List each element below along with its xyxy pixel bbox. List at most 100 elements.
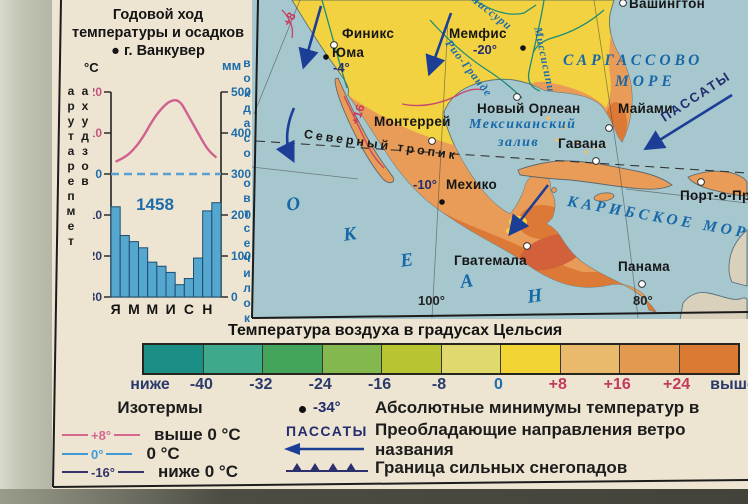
climatogram-title: Годовой ход температуры и осадков ● г. В… bbox=[66, 6, 250, 60]
scale-label: +16 bbox=[603, 376, 631, 393]
city-marker-circle bbox=[330, 41, 338, 49]
scale-title: Температура воздуха в градусах Цельсия bbox=[228, 322, 563, 339]
temp-tick: -10 bbox=[93, 208, 102, 222]
temp-axis-unit: °C bbox=[84, 60, 99, 75]
temperature-curve bbox=[115, 98, 218, 163]
isotherm-legend-row: +8° выше 0 °C bbox=[62, 425, 362, 444]
month-letter: Я bbox=[111, 301, 121, 317]
precip-bar bbox=[165, 271, 176, 298]
scale-label: -24 bbox=[308, 376, 332, 393]
precip-axis-unit: мм bbox=[222, 58, 242, 73]
map-legend: Изотермы +8° выше 0 °C 0° 0 °C -16° ниже 0 °C… bbox=[0, 396, 748, 488]
city-markers bbox=[323, 0, 705, 288]
wind-arrow-memphis bbox=[425, 12, 453, 77]
scale-color-cell bbox=[441, 345, 501, 373]
abs-min-sample: -34° bbox=[313, 399, 341, 416]
isotherm-row-label: выше 0 °C bbox=[154, 425, 241, 444]
precip-bar bbox=[156, 265, 167, 298]
city-marker-dot bbox=[323, 54, 329, 60]
winds-label: Преобладающие направления ветро bbox=[375, 420, 686, 439]
city-marker-circle bbox=[428, 137, 436, 145]
isotherm-line-icon bbox=[114, 434, 141, 436]
month-letter: М bbox=[128, 301, 140, 317]
scale-label: +24 bbox=[663, 376, 691, 393]
wind-arrow-pacific bbox=[275, 107, 296, 163]
isotherm-lines bbox=[281, 9, 485, 169]
photo-left-edge bbox=[0, 0, 52, 504]
city-marker-circle bbox=[513, 93, 521, 101]
temp-axis-title: ахудзов арутарепмет bbox=[64, 84, 92, 249]
temp-tick: 0 bbox=[95, 167, 102, 181]
scale-label: выше bbox=[710, 376, 748, 393]
river-ohio-line bbox=[532, 9, 605, 54]
tropic-of-cancer-line bbox=[255, 140, 748, 174]
scale-color-cell bbox=[560, 345, 620, 373]
city-marker-circle bbox=[619, 0, 627, 7]
isotherm-row-label: ниже 0 °C bbox=[158, 462, 238, 481]
climatogram-title-line3: ● г. Ванкувер bbox=[111, 43, 205, 59]
city-marker-circle bbox=[697, 178, 705, 186]
isotherms-heading: Изотермы bbox=[117, 398, 203, 417]
precip-tick: 200 bbox=[231, 208, 251, 222]
isotherm-row-label: 0 °C bbox=[146, 444, 180, 463]
precip-bar bbox=[128, 241, 140, 298]
isotherm-value: 0° bbox=[91, 446, 104, 462]
isotherm-value: +8° bbox=[91, 427, 112, 443]
wind-arrows bbox=[275, 5, 733, 237]
city-marker-circle bbox=[592, 157, 600, 165]
scale-label: +8 bbox=[548, 376, 567, 393]
temperature-color-scale bbox=[142, 343, 740, 375]
land-south-america-ne bbox=[728, 228, 748, 287]
wind-arrow-mexico bbox=[508, 184, 550, 237]
map-graphic bbox=[252, 0, 748, 319]
isotherm-line-icon bbox=[118, 471, 144, 473]
land-baja-california bbox=[334, 77, 395, 184]
snow-boundary-icon bbox=[286, 463, 368, 472]
city-bullet-icon: ● bbox=[111, 43, 120, 59]
city-marker-circle bbox=[523, 242, 531, 250]
graticule bbox=[252, 0, 748, 319]
photo-bottom-edge bbox=[0, 489, 748, 504]
annual-precipitation-value: 1458 bbox=[136, 195, 174, 214]
temp-tick: +10 bbox=[93, 126, 102, 140]
precip-bar bbox=[174, 284, 185, 298]
climatogram-chart: +20500+104000300-10200-20100-3001458ЯММИ… bbox=[93, 85, 251, 317]
scale-color-cell bbox=[620, 345, 680, 373]
temp-tick: -30 bbox=[93, 290, 102, 304]
precip-bar bbox=[110, 206, 121, 298]
city-marker-circle bbox=[605, 124, 613, 132]
isotherm-legend-row: -16° ниже 0 °C bbox=[62, 462, 362, 481]
temp-tick: +20 bbox=[93, 85, 102, 99]
scale-color-cell bbox=[263, 345, 323, 373]
river-missouri-line bbox=[473, 0, 537, 15]
precip-axis-title: вокдасо овтсечилок bbox=[240, 56, 254, 326]
scale-label: -40 bbox=[189, 376, 213, 393]
island-juventud bbox=[551, 187, 557, 193]
scale-label: 0 bbox=[493, 376, 503, 393]
city-marker-dot bbox=[520, 45, 526, 51]
snow-boundary-label: Граница сильных снегопадов bbox=[375, 458, 628, 477]
precip-tick: 0 bbox=[231, 290, 238, 304]
isotherm-line-icon bbox=[62, 471, 88, 473]
scale-label: ниже bbox=[130, 376, 170, 393]
river-rio-grande-line bbox=[429, 19, 523, 99]
river-mississippi-line bbox=[527, 0, 545, 92]
river-colorado-line bbox=[321, 0, 348, 89]
isotherm-value: -16° bbox=[91, 464, 115, 480]
month-letter: С bbox=[184, 301, 194, 317]
island-hispaniola bbox=[687, 170, 748, 197]
precip-bar bbox=[193, 257, 204, 298]
abs-min-label: Абсолютные минимумы температур в bbox=[375, 398, 700, 417]
precip-bar bbox=[138, 247, 149, 298]
precip-bar bbox=[119, 235, 130, 298]
scale-label: -16 bbox=[368, 376, 392, 393]
isotherm-line-icon bbox=[62, 453, 88, 455]
island-cuba bbox=[517, 160, 673, 190]
scale-color-cell bbox=[144, 345, 204, 373]
precip-tick: 500 bbox=[231, 85, 251, 99]
precip-bar bbox=[202, 210, 213, 298]
isotherm-line-icon bbox=[62, 434, 88, 436]
climatogram-title-line1: Годовой ход bbox=[112, 7, 204, 23]
wind-arrow-trade bbox=[643, 93, 733, 151]
